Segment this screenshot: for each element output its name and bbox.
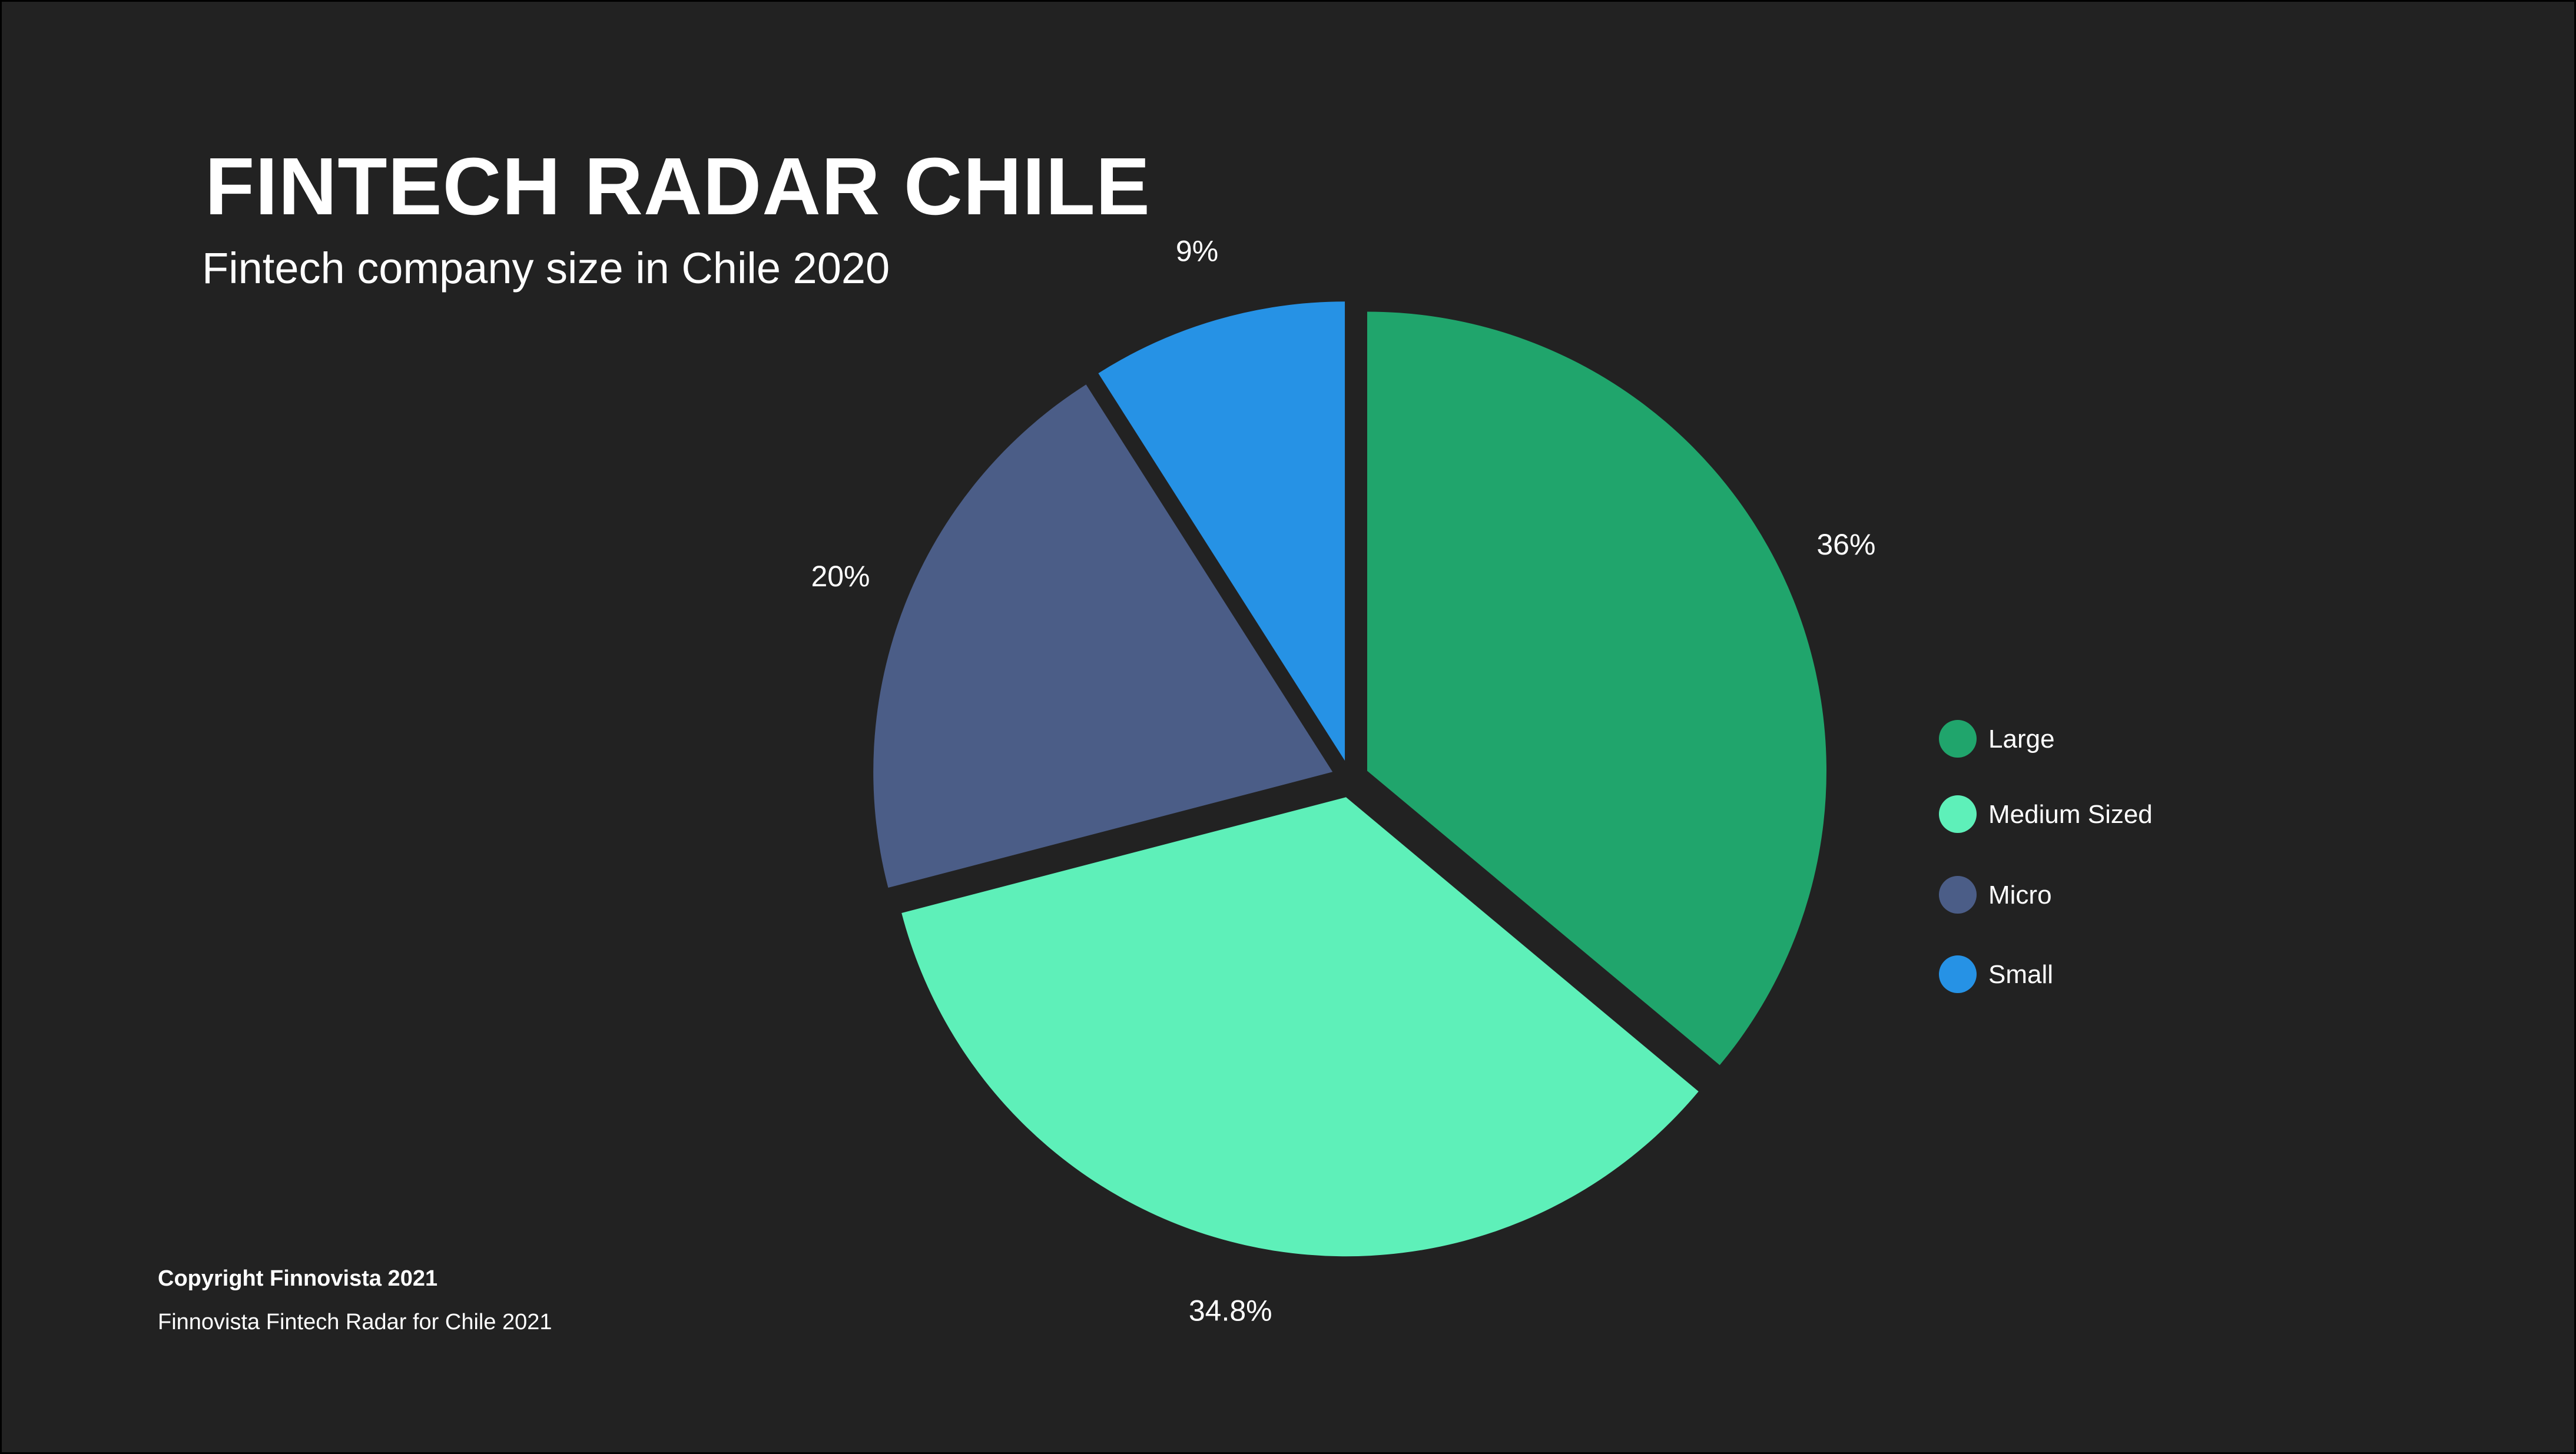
legend-swatch <box>1939 955 1977 993</box>
legend-label: Medium Sized <box>1988 800 2153 829</box>
legend-label: Large <box>1988 725 2055 753</box>
data-label-micro: 20% <box>811 560 870 593</box>
footer-source: Finnovista Fintech Radar for Chile 2021 <box>158 1310 552 1335</box>
pie-slice-medium-sized <box>901 797 1699 1257</box>
legend-label: Small <box>1988 960 2054 989</box>
page-title: FINTECH RADAR CHILE <box>205 141 1151 232</box>
footer-copyright: Copyright Finnovista 2021 <box>158 1266 438 1291</box>
legend-swatch <box>1939 795 1977 833</box>
data-label-large: 36% <box>1816 528 1875 561</box>
page-subtitle: Fintech company size in Chile 2020 <box>202 244 890 293</box>
legend-swatch <box>1939 720 1977 758</box>
pie-slice-small <box>1098 301 1345 761</box>
data-label-medium-sized: 34.8% <box>1189 1294 1272 1327</box>
data-label-small: 9% <box>1176 234 1218 267</box>
legend-swatch <box>1939 876 1977 914</box>
pie-slice-large <box>1367 311 1826 1065</box>
pie-slice-micro <box>873 384 1333 888</box>
legend-label: Micro <box>1988 881 2052 909</box>
